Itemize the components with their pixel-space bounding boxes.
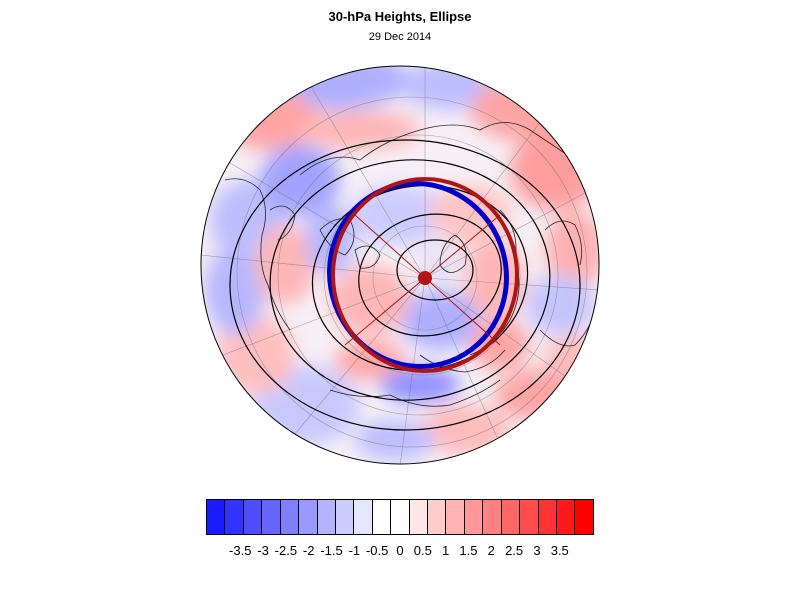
colorbar-tick-label: -0.5 <box>365 543 389 558</box>
colorbar-box <box>280 500 300 534</box>
colorbar-tick-label: -2 <box>302 543 315 558</box>
colorbar-tick-label: 2.5 <box>505 543 524 558</box>
colorbar-box <box>299 500 318 534</box>
colorbar-box <box>557 500 576 534</box>
colorbar-tick-label: -2.5 <box>274 543 298 558</box>
colorbar-box <box>391 500 410 534</box>
colorbar-box <box>538 500 558 534</box>
colorbar-tick-label: 1.5 <box>459 543 478 558</box>
colorbar-box <box>317 500 336 534</box>
colorbar-box <box>335 500 355 534</box>
colorbar-box <box>225 500 244 534</box>
colorbar-box <box>409 500 429 534</box>
colorbar-tick-label: 3 <box>533 543 541 558</box>
colorbar-tick-labels: -3.5 -3 -2.5 -2 -1.5 -1 -0.5 0 0.5 1 1.5 2 2.5 3 3.5 <box>206 543 594 563</box>
height-contours <box>229 139 581 431</box>
colorbar-boxes <box>206 499 594 535</box>
colorbar-tick-label: -3 <box>257 543 269 558</box>
colorbar-box <box>354 500 373 534</box>
colorbar-box <box>372 500 392 534</box>
map-title: 30-hPa Heights, Ellipse <box>328 9 472 24</box>
ellipse-center-marker <box>418 271 432 285</box>
globe-outline <box>200 65 600 465</box>
colorbar-box <box>262 500 281 534</box>
colorbar-box <box>446 500 465 534</box>
colorbar-tick-label: 3.5 <box>550 543 569 558</box>
colorbar-box <box>464 500 484 534</box>
colorbar-tick-label: -3.5 <box>229 543 252 558</box>
colorbar-tick-label: -1 <box>348 543 361 558</box>
colorbar-box <box>243 500 263 534</box>
colorbar-box <box>207 500 226 534</box>
map-date: 29 Dec 2014 <box>368 31 432 43</box>
colorbar-tick-label: -1.5 <box>320 543 343 558</box>
colorbar-box <box>575 500 593 534</box>
colorbar-box <box>501 500 521 534</box>
colorbar-box <box>520 500 539 534</box>
colorbar <box>206 499 594 535</box>
colorbar-tick-label: 2 <box>487 543 495 558</box>
colorbar-tick-label: 1 <box>442 543 450 558</box>
fitted-ellipse <box>331 177 519 373</box>
colorbar-box <box>483 500 502 534</box>
colorbar-tick-label: 0 <box>396 543 404 558</box>
colorbar-box <box>428 500 447 534</box>
colorbar-tick-label: 0.5 <box>413 543 432 558</box>
